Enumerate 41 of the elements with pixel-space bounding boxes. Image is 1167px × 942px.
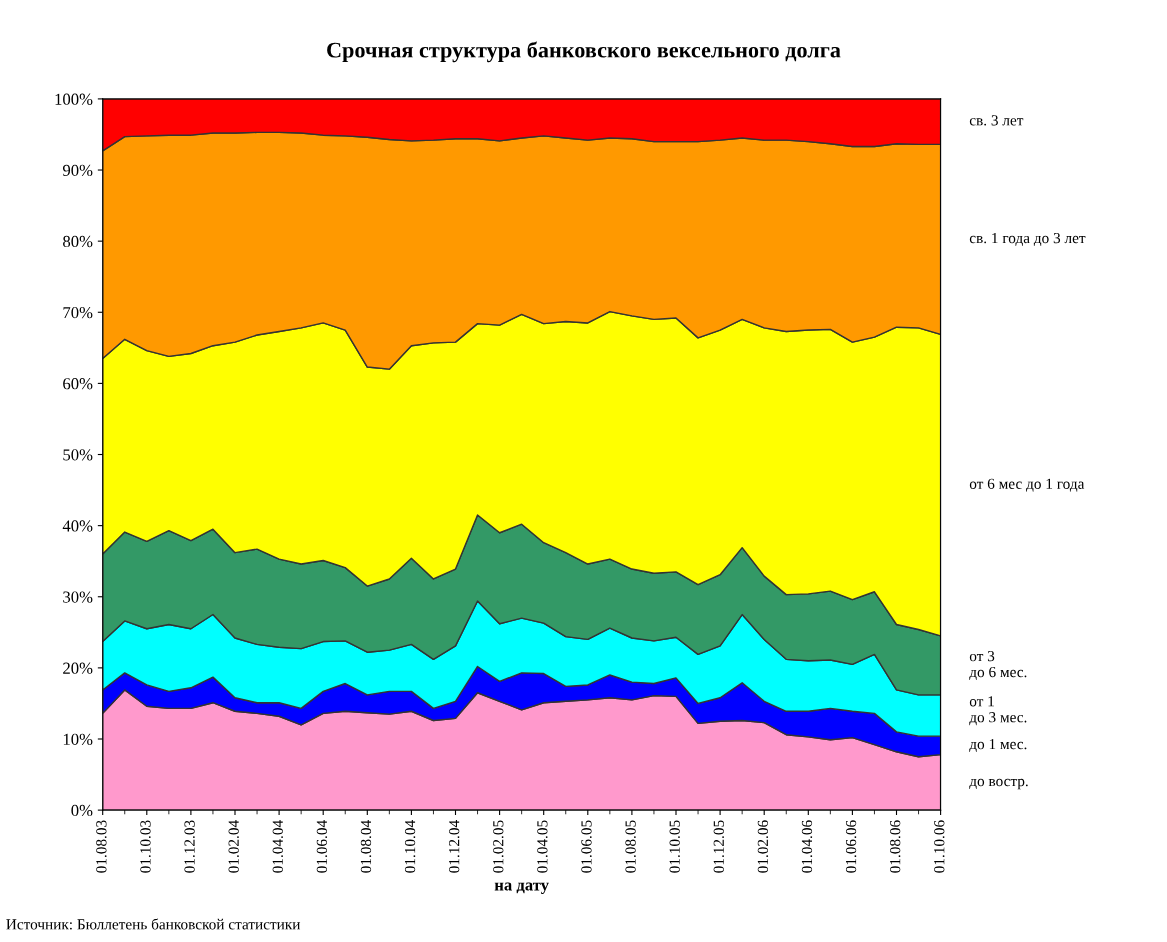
- x-tick-label: 01.10.03: [140, 820, 151, 873]
- series-label: от 6 мес до 1 года: [969, 478, 1085, 492]
- x-tick-label: 01.08.06: [890, 820, 901, 873]
- y-tick-label: 50%: [63, 449, 93, 461]
- x-tick-label: 01.08.04: [360, 820, 372, 873]
- y-tick-label: 70%: [63, 306, 93, 319]
- x-tick-label: 01.02.06: [757, 820, 769, 873]
- series-label: св. 1 года до 3 лет: [969, 232, 1086, 246]
- text: Источник: Бюллетень банковской статистики: [6, 918, 301, 930]
- x-tick-label: 01.02.04: [228, 820, 239, 873]
- x-tick-label: 01.10.06: [934, 820, 945, 873]
- y-tick-label: 60%: [63, 378, 93, 390]
- x-tick-label: 01.08.05: [625, 820, 636, 873]
- y-tick-label: 100%: [55, 93, 93, 105]
- y-tick-label: 30%: [63, 591, 93, 603]
- y-tick-label: 20%: [63, 662, 93, 674]
- chart-title: Срочная структура банковского вексельного долга: [327, 41, 841, 63]
- x-tick-label: 01.04.05: [537, 820, 548, 873]
- y-tick-label: 90%: [62, 164, 93, 177]
- x-tick-label: 01.06.04: [316, 820, 328, 873]
- x-tick-label: 01.04.04: [272, 820, 283, 873]
- series-label: до востр.: [969, 778, 1028, 790]
- series-label: до 1 мес.: [969, 738, 1027, 753]
- x-tick-label: 01.10.04: [404, 820, 416, 873]
- series-label: от 3 до 6 мес.: [969, 650, 1027, 681]
- x-tick-label: 01.04.06: [801, 820, 813, 873]
- x-tick-label: 01.02.05: [493, 820, 504, 873]
- x-tick-label: 01.06.05: [581, 820, 592, 873]
- x-tick-label: 01.12.05: [713, 820, 724, 873]
- series-label: от 1 до 3 мес.: [969, 696, 1027, 726]
- y-tick-label: 40%: [62, 520, 93, 532]
- y-tick-label: 0%: [71, 804, 93, 817]
- x-tick-label: 01.08.03: [96, 820, 107, 873]
- x-tick-label: 01.12.03: [184, 820, 195, 873]
- x-tick-label: 01.06.06: [845, 820, 857, 873]
- series-label: св. 3 лет: [969, 115, 1024, 126]
- x-tick-label: 01.10.05: [669, 820, 680, 873]
- x-tick-label: 01.12.04: [449, 820, 460, 873]
- y-tick-label: 80%: [63, 235, 93, 248]
- y-tick-label: 10%: [63, 733, 93, 745]
- x-axis-title: на дату: [494, 882, 549, 894]
